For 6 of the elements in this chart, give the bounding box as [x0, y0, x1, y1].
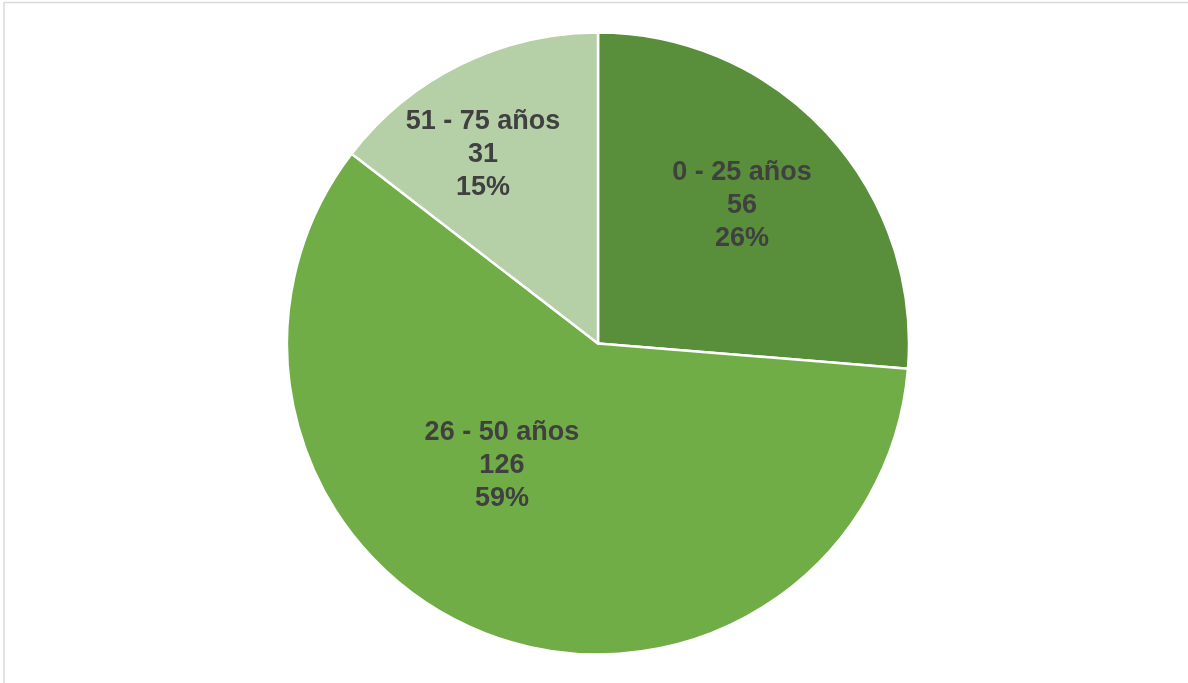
data-label: 31 15% — [455, 138, 510, 202]
slice-label: 26 - 50 años — [424, 415, 580, 446]
data-label: 56 26% — [714, 188, 770, 252]
data-label: 126 59% — [474, 448, 529, 512]
slice-label: 0 - 25 años — [672, 155, 812, 186]
slice-label: 51 - 75 años — [405, 105, 561, 136]
